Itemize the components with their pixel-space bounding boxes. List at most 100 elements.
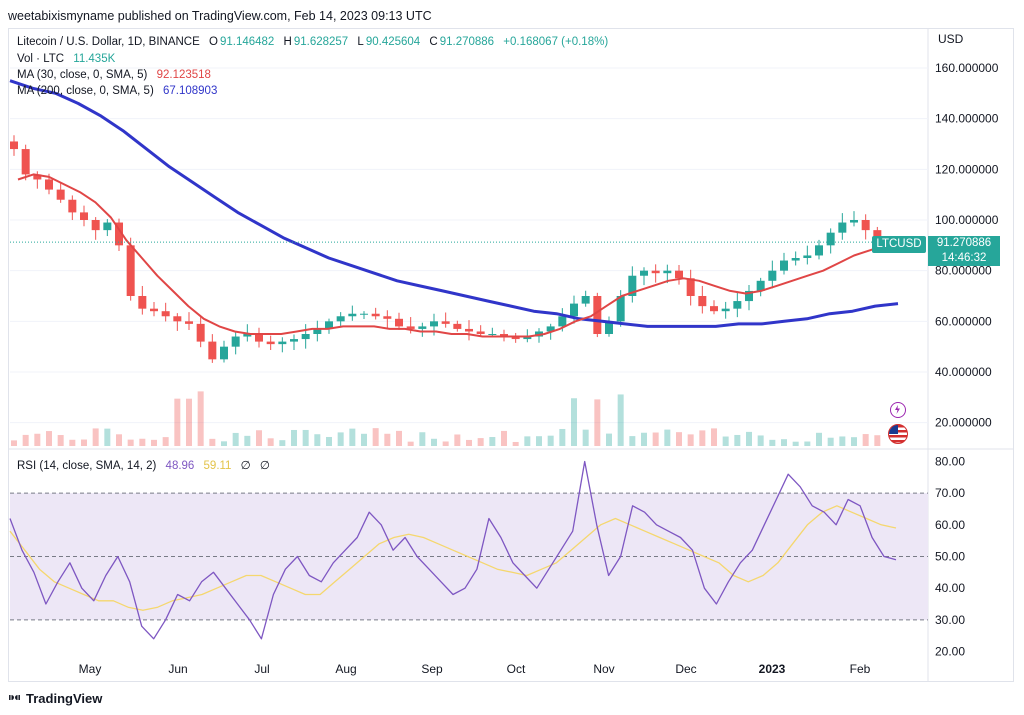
legend-h-label: H <box>283 36 292 48</box>
ma200-line <box>9 79 899 328</box>
volume-bar <box>162 437 169 446</box>
time-tick-label: Dec <box>675 662 696 676</box>
time-tick-label: Jun <box>168 662 187 676</box>
rsi-line <box>9 460 897 640</box>
volume-bar <box>769 439 776 446</box>
candle-body <box>628 275 637 296</box>
volume-bar <box>851 437 857 446</box>
candle-body <box>406 326 415 329</box>
volume-bar <box>349 428 356 446</box>
price-tick-label: 160.000000 <box>935 61 999 75</box>
candle-body <box>161 311 170 317</box>
currency-label: USD <box>938 32 964 46</box>
volume-bar <box>559 428 566 446</box>
volume-bar <box>606 433 612 446</box>
candle-body <box>453 323 462 329</box>
brand-name: TradingView <box>26 691 103 706</box>
volume-bar <box>384 433 391 446</box>
candle-body <box>103 222 112 231</box>
candle-body <box>21 149 30 175</box>
volume-bar <box>92 428 99 446</box>
legend-high: 91.628257 <box>293 36 349 48</box>
candle-body <box>500 334 508 337</box>
volume-bar <box>827 437 834 446</box>
rsi-tick-label: 20.00 <box>935 645 965 659</box>
volume-bar <box>536 436 542 446</box>
candle-body <box>115 222 123 246</box>
rsi-tick-label: 60.00 <box>935 518 965 532</box>
legend-row-symbol: Litecoin / U.S. Dollar, 1D, BINANCE O 91.… <box>17 36 610 48</box>
candle-body <box>395 318 403 327</box>
legend-row-rsi: RSI (14, close, SMA, 14, 2) 48.96 59.11 … <box>17 458 272 472</box>
legend-rsi-extra2: ∅ <box>259 460 270 472</box>
volume-bar <box>594 399 601 446</box>
legend-row-ma30: MA (30, close, 0, SMA, 5) 92.123518 <box>17 69 213 81</box>
candle-body <box>465 328 473 332</box>
volume-bar <box>699 430 706 446</box>
candle-body <box>838 222 847 233</box>
candle-body <box>243 334 252 337</box>
volume-bar <box>582 429 589 446</box>
candle-body <box>721 308 730 312</box>
candle-body <box>91 220 100 231</box>
us-flag-icon[interactable] <box>888 424 908 444</box>
time-tick-label: Sep <box>421 662 443 676</box>
candle-body <box>301 334 310 340</box>
volume-bar <box>407 441 414 446</box>
candle-body <box>675 270 683 279</box>
price-tick-label: 140.000000 <box>935 112 999 126</box>
volume-bar <box>127 439 134 446</box>
volume-bar <box>197 391 204 446</box>
ma30-line <box>17 173 886 338</box>
price-tick-label: 60.000000 <box>935 314 992 328</box>
candle-body <box>138 296 147 309</box>
volume-bar <box>512 441 519 446</box>
volume-bar <box>839 436 846 446</box>
price-tick-label: 80.000000 <box>935 264 992 278</box>
legend-open: 91.146482 <box>219 36 275 48</box>
volume-bar <box>139 438 146 446</box>
volume-bar <box>442 441 449 446</box>
volume-bar <box>69 439 76 446</box>
legend-symbol: Litecoin / U.S. Dollar, 1D, BINANCE <box>17 36 200 48</box>
volume-bar <box>244 435 251 446</box>
candle-body <box>360 313 368 315</box>
volume-bar <box>792 441 799 446</box>
rsi-sma-line <box>9 505 897 611</box>
volume-bar <box>547 435 554 446</box>
lightning-icon[interactable] <box>890 402 906 418</box>
legend-ma30-label: MA (30, close, 0, SMA, 5) <box>17 69 148 81</box>
candle-body <box>570 303 578 317</box>
volume-bar <box>11 440 17 446</box>
candle-body <box>220 346 228 360</box>
price-tick-label: 100.000000 <box>935 213 999 227</box>
rsi-tick-label: 50.00 <box>935 550 965 564</box>
volume-bar <box>804 441 811 446</box>
candle-body <box>698 296 707 307</box>
volume-bar <box>734 434 741 446</box>
candle-body <box>826 232 835 246</box>
candle-body <box>150 308 158 312</box>
candle-body <box>861 220 870 231</box>
volume-bar <box>617 394 624 446</box>
volume-bar <box>664 429 671 446</box>
candle-body <box>651 270 660 274</box>
legend-vol-value: 11.435K <box>73 53 116 65</box>
volume-bar <box>489 437 496 446</box>
volume-bar <box>571 398 577 446</box>
candle-body <box>686 278 695 296</box>
volume-bar <box>629 436 636 446</box>
volume-bar <box>652 432 659 446</box>
candle-body <box>558 316 567 327</box>
candle-body <box>733 301 742 309</box>
candle-body <box>710 306 718 312</box>
candle-body <box>371 313 380 317</box>
volume-bar <box>722 436 729 446</box>
candle-body <box>348 313 357 317</box>
candle-body <box>476 331 485 334</box>
volume-bar <box>641 432 647 446</box>
volume-bar <box>711 428 717 446</box>
volume-bar <box>116 434 122 446</box>
candle-body <box>511 336 520 340</box>
